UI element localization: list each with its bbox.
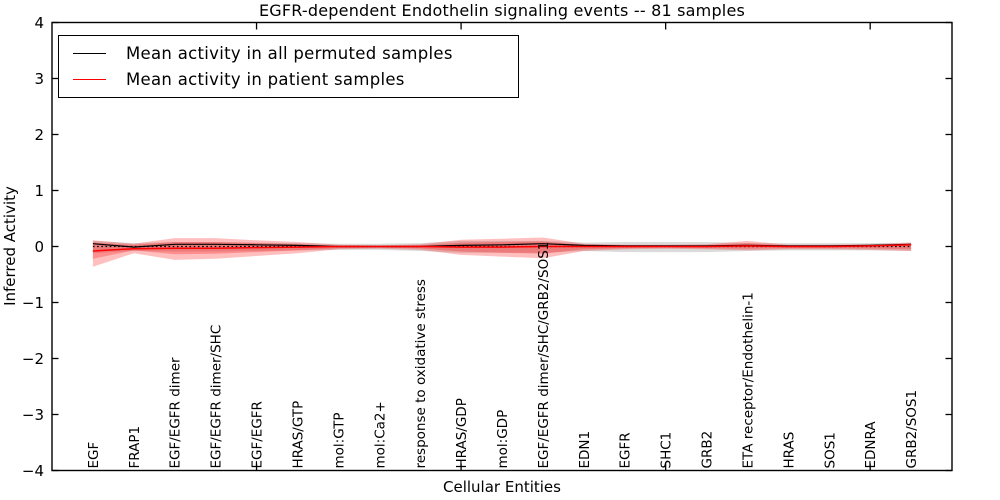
category-label: SHC1 xyxy=(659,432,675,469)
y-tick-label: 3 xyxy=(34,70,44,88)
y-tick-label: 2 xyxy=(34,126,44,144)
category-label: mol:Ca2+ xyxy=(372,401,388,468)
y-tick-label: −4 xyxy=(22,462,44,480)
y-tick-label: −1 xyxy=(22,294,44,312)
legend-item-patient: Mean activity in patient samples xyxy=(59,70,518,89)
category-label: EGFR xyxy=(618,432,634,468)
category-label: EDNRA xyxy=(863,421,879,469)
x-axis-label: Cellular Entities xyxy=(443,478,561,496)
legend-label-permuted: Mean activity in all permuted samples xyxy=(126,43,453,63)
category-label: GRB2 xyxy=(700,431,716,469)
category-label: HRAS/GDP xyxy=(454,398,470,468)
category-label: mol:GTP xyxy=(331,412,347,468)
category-label: ETA receptor/Endothelin-1 xyxy=(741,292,757,468)
patient-mean-line xyxy=(92,244,912,252)
y-tick-label: 1 xyxy=(34,182,44,200)
category-label: EGF xyxy=(86,442,102,469)
category-label: HRAS/GTP xyxy=(291,401,307,469)
category-label: EGF/EGFR dimer xyxy=(168,357,184,469)
y-tick-label: −2 xyxy=(22,350,44,368)
legend-item-permuted: Mean activity in all permuted samples xyxy=(59,44,518,63)
category-label: response to oxidative stress xyxy=(413,279,429,468)
category-label: mol:GDP xyxy=(495,410,511,469)
category-label: FRAP1 xyxy=(127,426,143,469)
category-label: SOS1 xyxy=(822,432,838,468)
y-tick-label: −3 xyxy=(22,406,44,424)
category-label: HRAS xyxy=(781,432,797,469)
legend-label-patient: Mean activity in patient samples xyxy=(126,70,405,90)
permuted-line-swatch xyxy=(73,52,106,54)
patient-line-swatch xyxy=(73,79,106,81)
legend: Mean activity in all permuted samples Me… xyxy=(58,35,519,98)
category-label: EGF/EGFR xyxy=(250,401,266,468)
y-tick-label: 0 xyxy=(34,238,44,256)
category-label: GRB2/SOS1 xyxy=(904,390,920,469)
y-tick-label: 4 xyxy=(34,14,44,32)
category-label: EDN1 xyxy=(577,431,593,469)
category-label: EGF/EGFR dimer/SHC/GRB2/SOS1 xyxy=(536,242,552,469)
category-label: EGF/EGFR dimer/SHC xyxy=(209,325,225,469)
chart-title: EGFR-dependent Endothelin signaling even… xyxy=(258,1,746,20)
